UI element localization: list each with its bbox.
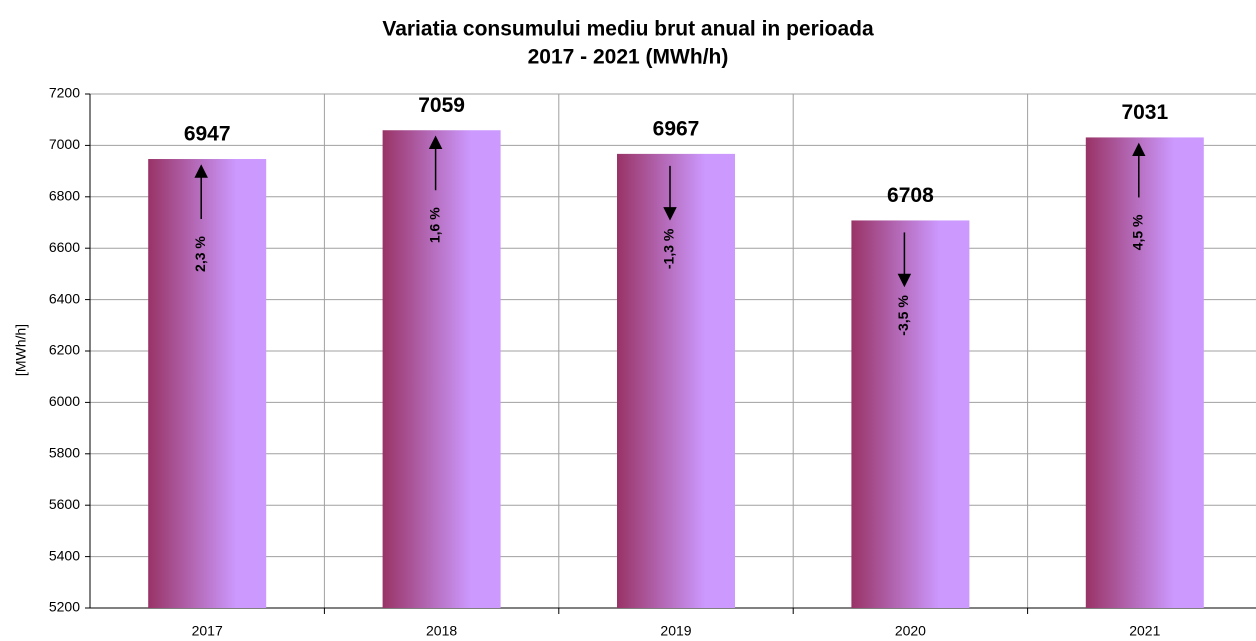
change-label: -1,3 %	[661, 228, 677, 269]
x-tick-label: 2021	[1129, 623, 1160, 639]
y-tick-label: 6600	[49, 239, 80, 255]
x-tick-label: 2019	[660, 623, 691, 639]
y-tick-label: 7200	[49, 85, 80, 101]
y-tick-label: 6400	[49, 290, 80, 306]
x-tick-label: 2020	[895, 623, 926, 639]
change-label: 2,3 %	[192, 236, 208, 272]
value-label: 7059	[418, 94, 465, 117]
y-tick-label: 6000	[49, 393, 80, 409]
value-label: 6708	[887, 184, 934, 207]
y-tick-label: 7000	[49, 136, 80, 152]
chart-title: 2017 - 2021 (MWh/h)	[528, 46, 729, 69]
x-tick-label: 2018	[426, 623, 457, 639]
y-tick-label: 6800	[49, 188, 80, 204]
chart-title: Variatia consumului mediu brut anual in …	[382, 18, 874, 41]
y-tick-label: 6200	[49, 342, 80, 358]
bar	[617, 153, 735, 609]
bar	[382, 130, 501, 608]
y-tick-label: 5400	[49, 547, 80, 563]
x-tick-label: 2017	[192, 623, 223, 639]
y-tick-label: 5800	[49, 445, 80, 461]
y-tick-label: 5200	[49, 599, 80, 615]
y-tick-label: 5600	[49, 496, 80, 512]
bar	[1085, 137, 1204, 609]
value-label: 6967	[653, 117, 700, 140]
value-label: 7031	[1121, 101, 1168, 124]
value-label: 6947	[184, 123, 231, 146]
change-label: 1,6 %	[426, 207, 442, 243]
bar	[148, 159, 267, 608]
change-label: 4,5 %	[1130, 214, 1146, 250]
change-label: -3,5 %	[895, 295, 911, 336]
y-axis-label: [MWh/h]	[13, 324, 29, 376]
bar	[851, 220, 970, 608]
